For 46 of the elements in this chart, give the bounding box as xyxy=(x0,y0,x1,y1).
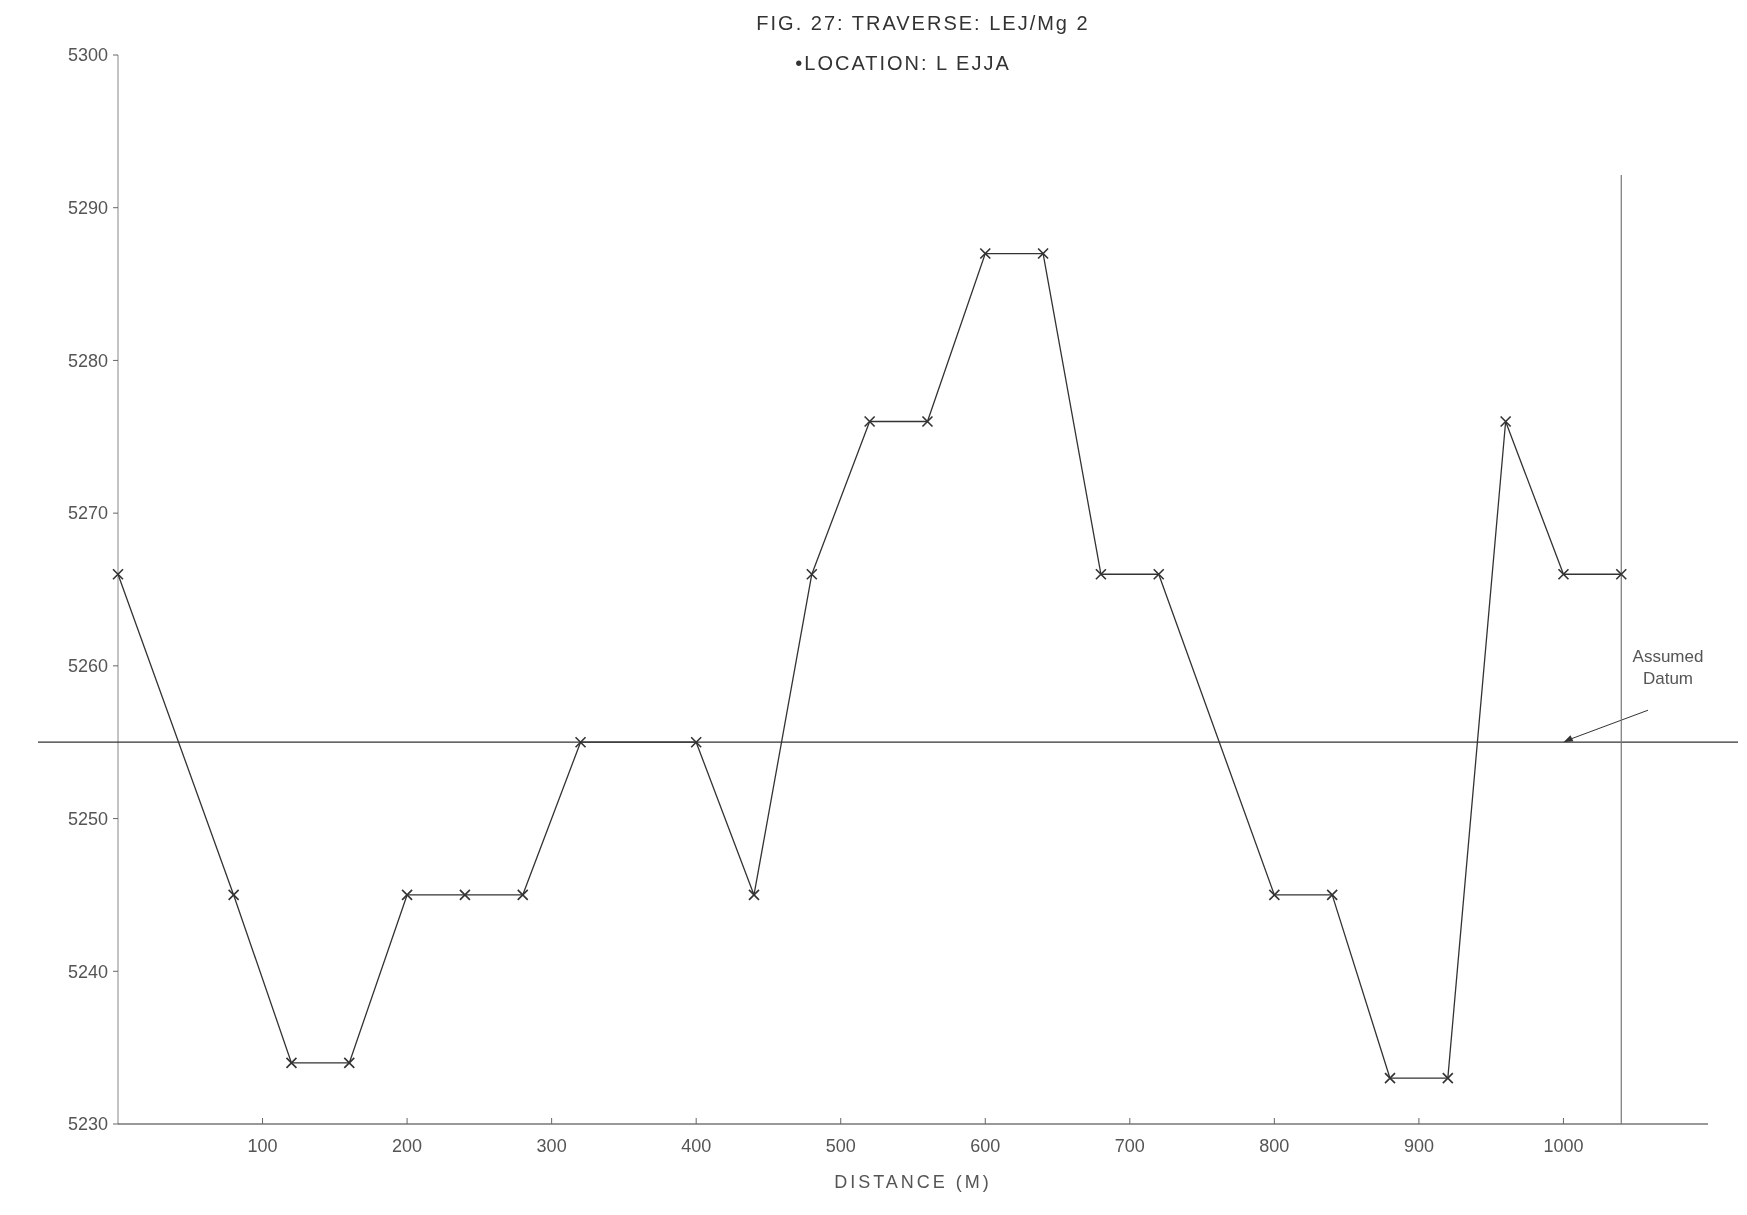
x-tick-label: 700 xyxy=(1114,1136,1145,1156)
point xyxy=(285,1057,298,1069)
y-tick-label: 5280 xyxy=(67,350,108,371)
x-tick-label: 500 xyxy=(825,1136,856,1156)
point xyxy=(227,889,240,901)
x-tick-label: 600 xyxy=(970,1136,1001,1156)
x-tick-label: 900 xyxy=(1403,1136,1434,1156)
chart-title: FIG. 27: TRAVERSE: LEJ/Mg 2 xyxy=(756,12,1090,34)
point xyxy=(1557,568,1570,581)
x-tick-label: 200 xyxy=(392,1136,423,1156)
point xyxy=(979,247,992,260)
point xyxy=(1095,568,1107,581)
point xyxy=(1499,415,1512,428)
x-tick-label: 400 xyxy=(681,1136,712,1156)
point xyxy=(401,889,413,901)
point xyxy=(343,1057,356,1069)
point xyxy=(112,568,124,581)
x-tick-label: 300 xyxy=(536,1136,567,1156)
point xyxy=(1442,1072,1454,1084)
point xyxy=(1384,1072,1396,1084)
point xyxy=(1268,889,1281,901)
y-tick-label: 5270 xyxy=(67,503,108,524)
ref-line-label: Assumed Datum xyxy=(1632,647,1704,689)
point xyxy=(1326,889,1338,901)
y-tick-label: 5290 xyxy=(67,198,108,219)
point xyxy=(863,415,876,428)
point xyxy=(459,889,471,901)
y-tick-label: 5300 xyxy=(67,45,108,66)
point xyxy=(516,889,529,901)
chart-subtitle: •LOCATION: L EJJA xyxy=(795,52,1011,74)
point xyxy=(574,736,587,749)
point xyxy=(748,889,760,901)
y-tick-label: 5250 xyxy=(67,808,108,829)
y-tick-label: 5240 xyxy=(67,961,108,982)
point xyxy=(1037,247,1049,260)
point xyxy=(1615,568,1628,581)
y-tick-label: 5260 xyxy=(67,656,108,677)
point xyxy=(690,736,702,749)
point xyxy=(921,415,934,428)
x-axis-title: DISTANCE (M) xyxy=(834,1172,992,1192)
point xyxy=(1152,568,1165,581)
x-tick-label: 800 xyxy=(1259,1136,1290,1156)
x-tick-label: 1000 xyxy=(1543,1136,1584,1156)
point xyxy=(806,568,818,581)
x-tick-label: 100 xyxy=(247,1136,278,1156)
y-tick-label: 5230 xyxy=(67,1114,108,1135)
